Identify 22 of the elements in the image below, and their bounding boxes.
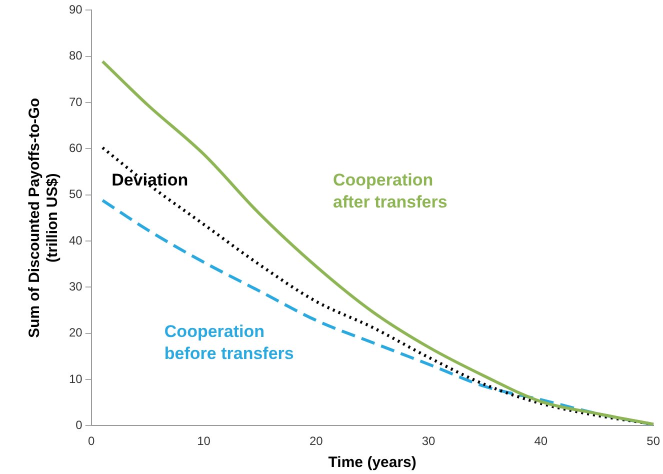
x-tick-label: 30 [422, 434, 436, 448]
y-tick-label: 0 [76, 418, 83, 432]
y-tick-label: 80 [68, 48, 83, 63]
x-tick-label: 10 [197, 434, 211, 448]
x-tick-label: 0 [88, 434, 96, 448]
y-tick-label: 40 [68, 233, 83, 248]
y-axis-title: Sum of Discounted Payoffs-to-Go (trillion US$) [26, 98, 62, 338]
x-tick-label: 50 [646, 434, 660, 448]
series-label: Cooperation before transfers [164, 322, 294, 364]
y-tick-label: 50 [68, 187, 83, 202]
y-tick-label: 10 [68, 372, 83, 386]
y-tick-label: 90 [68, 2, 83, 17]
series-label: Deviation [112, 170, 188, 190]
x-axis-title: Time (years) [328, 454, 416, 472]
y-tick-label: 70 [68, 94, 83, 109]
y-tick-label: 60 [68, 140, 83, 155]
x-tick-label: 40 [534, 434, 548, 448]
text: Cooperation after transfers [333, 170, 448, 212]
y-tick-label: 30 [68, 279, 83, 294]
x-tick-label: 20 [309, 434, 324, 448]
y-tick-label: 20 [68, 326, 83, 340]
line-series [101, 60, 654, 426]
